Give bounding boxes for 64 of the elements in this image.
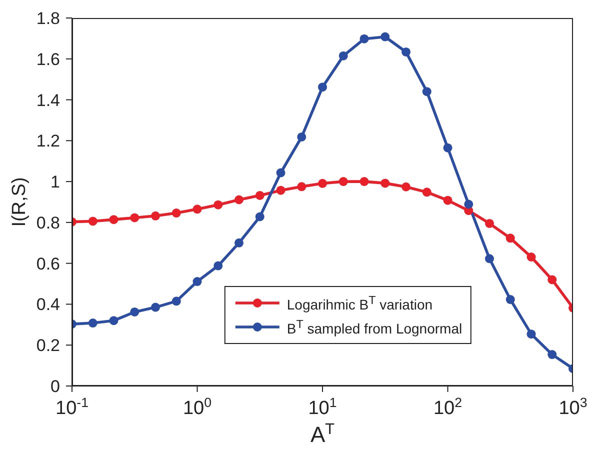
point (484, 254, 494, 264)
point (151, 211, 160, 220)
point (192, 277, 202, 286)
point (526, 252, 536, 262)
point (464, 200, 474, 209)
point (130, 307, 140, 316)
point (526, 330, 536, 339)
point (255, 212, 264, 222)
point (443, 143, 452, 152)
point (318, 178, 327, 188)
point (380, 178, 390, 188)
point (297, 182, 306, 192)
y-axis-title: I(R,S) (8, 177, 30, 227)
point (151, 302, 160, 312)
point (380, 32, 390, 42)
x-tick-label: 10$^{1}$ (308, 394, 337, 419)
point (234, 195, 244, 204)
point (172, 296, 181, 306)
y-tick-label: 0 (50, 377, 60, 396)
y-tick-label: 1.6 (36, 50, 60, 69)
x-tick-label: 10$^{3}$ (558, 394, 588, 419)
point (506, 234, 515, 243)
point (255, 190, 264, 200)
point (214, 200, 223, 210)
y-tick-label: 1 (50, 172, 60, 192)
point (214, 261, 223, 270)
point (548, 275, 557, 284)
point (360, 177, 369, 186)
point (506, 295, 515, 304)
point (402, 182, 411, 192)
legend-label: Logarihmic B$^{T}$ variation (286, 294, 433, 312)
y-tick-label: 0.4 (36, 295, 60, 314)
point (234, 238, 244, 248)
legend-label: B$^{T}$ sampled from Lognormal (286, 318, 462, 336)
point (276, 186, 286, 195)
point (360, 34, 369, 44)
point (318, 82, 327, 92)
point (443, 196, 452, 205)
y-tick-label: 0.8 (36, 213, 60, 232)
point (109, 316, 118, 326)
point (276, 168, 286, 178)
point (109, 215, 118, 224)
y-tick-label: 1.4 (36, 90, 60, 110)
y-tick-label: 0.2 (36, 336, 60, 356)
point (172, 208, 181, 218)
x-tick-label: 10$^{-1}$ (56, 394, 88, 419)
point (402, 47, 411, 56)
point (88, 318, 98, 328)
point (192, 204, 202, 214)
x-axis-title: A$^{T}$ (310, 420, 336, 447)
point (548, 350, 557, 360)
x-tick-label: 10$^{0}$ (182, 394, 212, 419)
x-tick-label: 10$^{2}$ (433, 394, 462, 419)
y-tick-label: 1.2 (36, 132, 60, 151)
point (422, 87, 432, 96)
point (484, 218, 494, 228)
point (338, 51, 348, 60)
point (88, 216, 98, 226)
y-tick-label: 1.8 (36, 9, 60, 28)
y-tick-label: 0.6 (36, 254, 60, 274)
point (338, 177, 348, 186)
point (422, 188, 432, 197)
point (130, 213, 140, 222)
point (297, 132, 306, 142)
